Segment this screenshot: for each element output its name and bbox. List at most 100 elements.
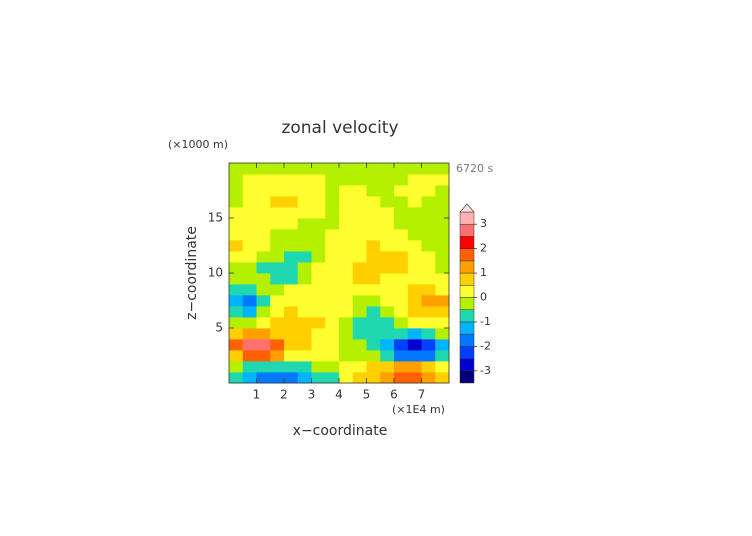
contour-cell: [242, 295, 257, 307]
contour-cell: [297, 295, 312, 307]
contour-cell: [256, 240, 271, 252]
contour-cell: [229, 262, 244, 274]
colorbar-extension: [459, 203, 475, 213]
contour-cell: [435, 339, 450, 351]
contour-cell: [270, 295, 285, 307]
contour-cell: [435, 218, 450, 230]
contour-cell: [242, 339, 257, 351]
contour-cell: [297, 350, 312, 362]
y-tick-label: 10: [208, 266, 223, 280]
contour-cell: [380, 306, 395, 318]
contour-cell: [256, 317, 271, 329]
contour-cell: [380, 251, 395, 263]
x-tick-label: 1: [253, 388, 261, 402]
contour-cell: [339, 196, 354, 208]
contour-cell: [421, 284, 436, 296]
contour-cell: [242, 185, 257, 197]
contour-cell: [435, 284, 450, 296]
contour-cell: [297, 339, 312, 351]
contour-cell: [407, 163, 422, 175]
contour-cell: [325, 317, 340, 329]
contour-cell: [366, 207, 381, 219]
contour-cell: [297, 163, 312, 175]
contour-cell: [380, 196, 395, 208]
contour-cell: [352, 339, 367, 351]
contour-cell: [325, 295, 340, 307]
contour-cell: [229, 229, 244, 241]
contour-cell: [325, 350, 340, 362]
colorbar-tick-label: 2: [480, 242, 487, 255]
contour-cell: [366, 273, 381, 285]
contour-cell: [270, 174, 285, 186]
contour-cell: [325, 306, 340, 318]
contour-cell: [352, 218, 367, 230]
contour-cell: [380, 284, 395, 296]
contour-cell: [407, 339, 422, 351]
contour-cell: [229, 284, 244, 296]
x-tick-label: 4: [335, 388, 343, 402]
contour-cell: [242, 240, 257, 252]
colorbar-cell: [459, 211, 475, 225]
contour-cell: [270, 229, 285, 241]
contour-cell: [284, 328, 299, 340]
x-unit-label: (×1E4 m): [392, 403, 445, 416]
contour-cell: [352, 251, 367, 263]
contour-cell: [352, 207, 367, 219]
contour-cell: [421, 174, 436, 186]
contour-cell: [325, 240, 340, 252]
contour-cell: [270, 262, 285, 274]
contour-cell: [366, 262, 381, 274]
contour-cell: [394, 207, 409, 219]
contour-cell: [270, 317, 285, 329]
contour-cell: [352, 306, 367, 318]
contour-cell: [284, 163, 299, 175]
contour-cell: [407, 361, 422, 373]
contour-cell: [256, 284, 271, 296]
contour-cell: [421, 273, 436, 285]
contour-cell: [407, 218, 422, 230]
contour-cell: [256, 196, 271, 208]
contour-cell: [380, 218, 395, 230]
contour-cell: [421, 185, 436, 197]
contour-cell: [256, 273, 271, 285]
contour-cell: [229, 185, 244, 197]
contour-cell: [380, 262, 395, 274]
contour-cell: [242, 229, 257, 241]
contour-cell: [284, 273, 299, 285]
contour-cell: [352, 185, 367, 197]
contour-cell: [242, 328, 257, 340]
contour-cell: [297, 317, 312, 329]
contour-cell: [242, 350, 257, 362]
contour-cell: [242, 196, 257, 208]
contour-cell: [407, 174, 422, 186]
contour-cell: [339, 207, 354, 219]
colorbar-cell: [459, 321, 475, 335]
contour-cell: [421, 262, 436, 274]
x-tick-label: 6: [390, 388, 398, 402]
contour-cell: [229, 240, 244, 252]
contour-cell: [270, 251, 285, 263]
contour-cell: [435, 185, 450, 197]
contour-cell: [394, 306, 409, 318]
contour-cell: [339, 328, 354, 340]
contour-cell: [339, 174, 354, 186]
contour-cell: [366, 295, 381, 307]
contour-cell: [311, 295, 326, 307]
contour-cell: [325, 262, 340, 274]
contour-cell: [407, 196, 422, 208]
contour-cell: [242, 361, 257, 373]
contour-cell: [407, 306, 422, 318]
contour-cell: [394, 273, 409, 285]
contour-cell: [394, 361, 409, 373]
contour-cell: [380, 273, 395, 285]
contour-cell: [311, 339, 326, 351]
y-axis-label: z−coordinate: [184, 226, 200, 320]
contour-cell: [256, 251, 271, 263]
contour-cell: [339, 284, 354, 296]
contour-cell: [339, 273, 354, 285]
contour-cell: [380, 240, 395, 252]
contour-cell: [325, 196, 340, 208]
colorbar-tick-label: -3: [480, 364, 491, 377]
contour-cell: [311, 306, 326, 318]
contour-cell: [366, 328, 381, 340]
